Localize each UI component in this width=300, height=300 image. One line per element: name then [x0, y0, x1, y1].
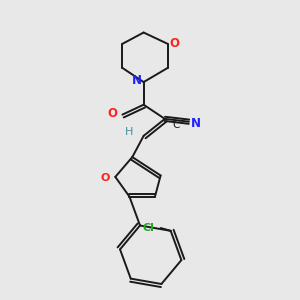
Text: O: O	[107, 107, 118, 120]
Text: Cl: Cl	[142, 223, 154, 233]
Text: C: C	[172, 119, 180, 130]
Text: N: N	[191, 117, 201, 130]
Text: O: O	[101, 173, 110, 183]
Text: H: H	[125, 127, 134, 136]
Text: O: O	[170, 37, 180, 50]
Text: N: N	[132, 74, 142, 87]
